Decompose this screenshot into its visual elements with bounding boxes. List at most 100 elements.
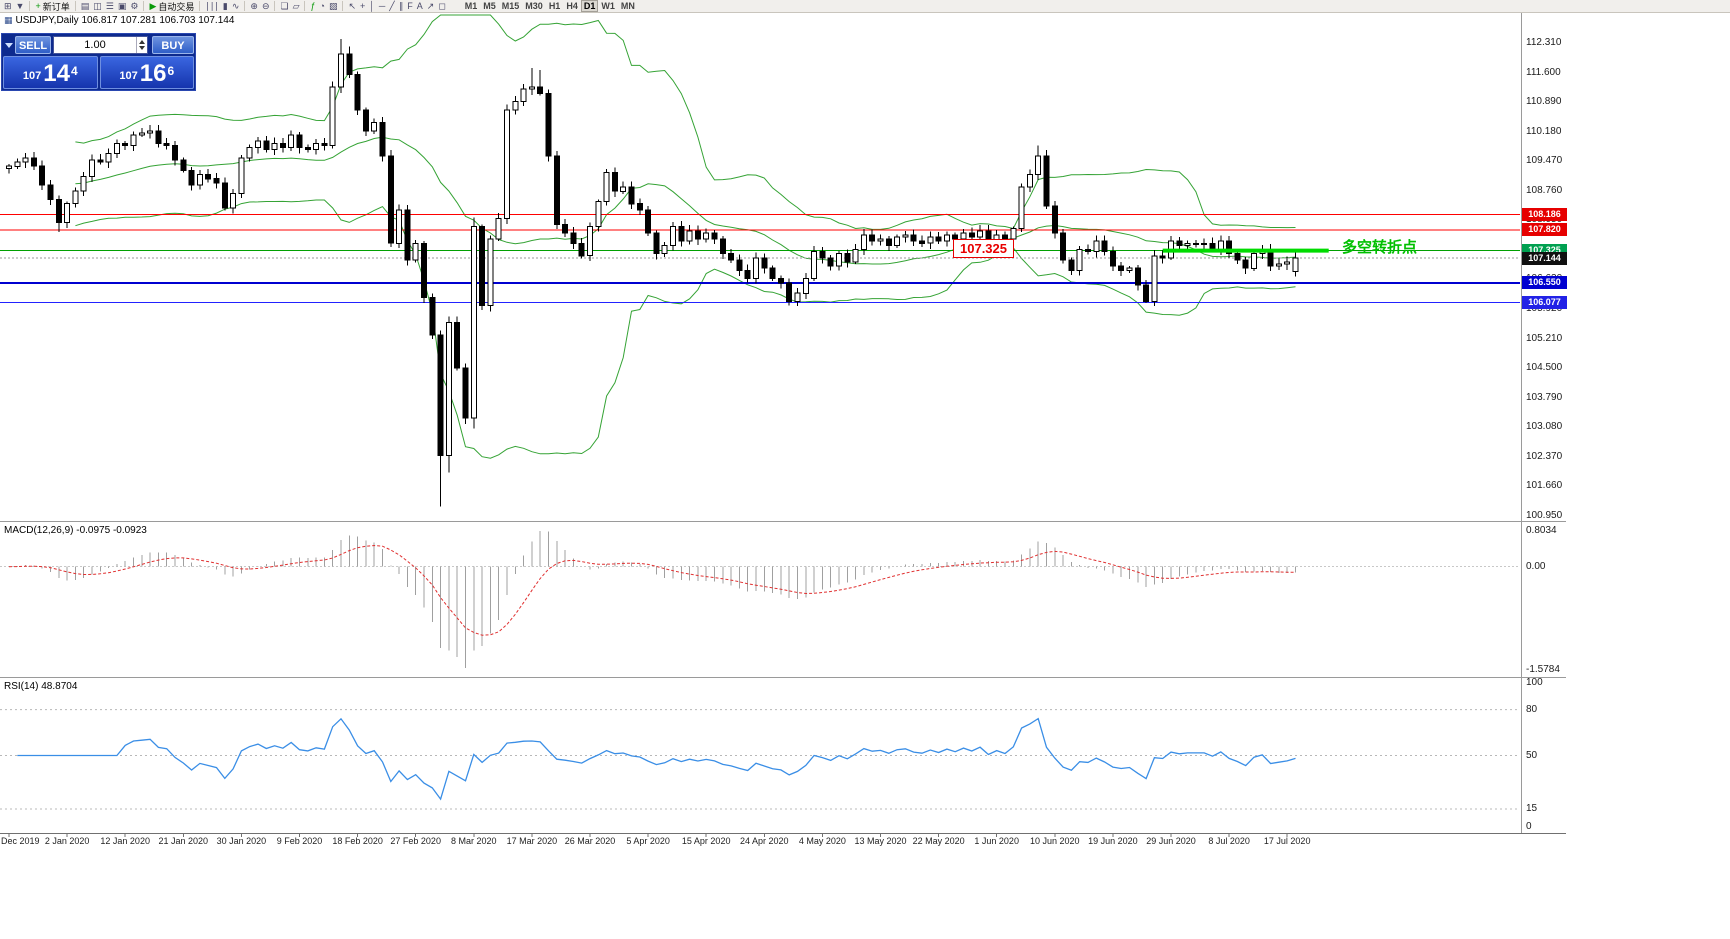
toolbar-separator	[244, 1, 246, 11]
new-chart-button[interactable]: ⊞	[2, 0, 14, 12]
cascade-windows-button[interactable]: ▱	[291, 0, 302, 12]
autotrading-button[interactable]: ▶ 自动交易	[147, 0, 196, 12]
rsi-axis-label: 80	[1526, 703, 1538, 715]
timeframe-mn[interactable]: MN	[620, 1, 635, 11]
toolbar-separator	[199, 1, 201, 11]
bollinger-bands	[75, 14, 1296, 459]
date-axis-label: 19 Jun 2020	[1088, 836, 1138, 846]
indicators-button[interactable]: ƒ	[308, 0, 317, 12]
volume-decrease-button[interactable]	[139, 46, 145, 50]
timeframe-m30[interactable]: M30	[525, 1, 543, 11]
candlestick-chart-button[interactable]: ▮	[221, 0, 230, 12]
rsi-indicator-label: RSI(14) 48.8704	[4, 681, 78, 692]
market-watch-button[interactable]: ▤	[79, 0, 92, 12]
sell-price-display[interactable]: 107 14 4	[3, 56, 98, 89]
fibonacci-button[interactable]: F	[405, 0, 415, 12]
macd-indicator-label: MACD(12,26,9) -0.0975 -0.0923	[4, 525, 147, 536]
date-axis-label: 18 Feb 2020	[332, 836, 383, 846]
text-button[interactable]: A	[415, 0, 425, 12]
date-axis-label: 1 Jun 2020	[974, 836, 1019, 846]
price-annotation-box[interactable]: 107.325	[953, 239, 1014, 258]
toolbar-separator	[304, 1, 306, 11]
price-axis-label: 110.890	[1526, 96, 1562, 108]
toolbar: ⊞ ▼ + 新订单 ▤ ◫ ☰ ▣ ⚙ ▶ 自动交易 ∣∣∣ ▮ ∿ ⊕ ⊖ ❏ ▱ ƒ ◔ ▨ ↖ + │ ─ ╱ ∥ F A ↗ ◻ M1…	[0, 0, 1730, 13]
volume-field[interactable]: 1.00	[53, 36, 148, 54]
bar-chart-icon: ∣∣∣	[205, 1, 219, 11]
vertical-line-button[interactable]: │	[367, 0, 377, 12]
chart-profiles-button[interactable]: ▼	[14, 0, 27, 12]
price-axis-label: 103.790	[1526, 391, 1563, 403]
date-axis-label: 10 Jun 2020	[1030, 836, 1080, 846]
buy-button[interactable]: BUY	[152, 36, 194, 54]
rsi-panel	[0, 709, 1520, 810]
date-axis-label: 12 Jan 2020	[100, 836, 150, 846]
horizontal-lines	[0, 214, 1520, 303]
timeframe-h4[interactable]: H4	[566, 1, 578, 11]
strategy-tester-button[interactable]: ⚙	[128, 0, 140, 12]
crosshair-button[interactable]: +	[358, 0, 367, 12]
price-axis-label: 100.950	[1526, 510, 1563, 521]
ask-pips: 16	[139, 60, 167, 87]
date-axis-label: 9 Feb 2020	[276, 836, 323, 846]
sell-button[interactable]: SELL	[15, 36, 51, 54]
sell-button-label: SELL	[18, 40, 48, 52]
rsi-line	[17, 717, 1296, 801]
templates-button[interactable]: ▨	[327, 0, 340, 12]
timeframe-d1[interactable]: D1	[580, 0, 599, 12]
arrow-tool-icon: ↗	[426, 1, 435, 11]
periods-button[interactable]: ◔	[318, 0, 327, 12]
date-axis-label: 26 Mar 2020	[564, 836, 616, 846]
timeframe-m1[interactable]: M1	[464, 1, 478, 11]
date-ticks	[8, 833, 1288, 837]
line-chart-button[interactable]: ∿	[230, 0, 242, 12]
channel-button[interactable]: ∥	[397, 0, 406, 12]
macd-max-label: 0.8034	[1526, 525, 1557, 536]
date-axis-label: 27 Feb 2020	[390, 836, 441, 846]
trendline-icon: ╱	[389, 1, 395, 11]
trendline-button[interactable]: ╱	[387, 0, 396, 12]
date-axis-label: 15 Apr 2020	[681, 836, 731, 846]
new-order-label: 新订单	[42, 1, 70, 12]
timeframe-m15[interactable]: M15	[501, 1, 520, 11]
chart-profiles-icon: ▼	[15, 1, 25, 11]
one-click-price-row: 107 14 4 107 16 6	[2, 56, 195, 89]
horizontal-line-button[interactable]: ─	[377, 0, 387, 12]
price-tag: 106.550	[1522, 276, 1567, 290]
date-axis-label: 2 Jan 2020	[44, 836, 90, 846]
periods-icon: ◔	[319, 1, 325, 11]
one-click-collapse-icon[interactable]	[5, 42, 13, 48]
cursor-button[interactable]: ↖	[346, 0, 358, 12]
timeframe-h1[interactable]: H1	[548, 1, 561, 11]
new-order-icon: +	[35, 1, 41, 11]
price-tag: 106.077	[1522, 296, 1567, 310]
turning-point-annotation[interactable]: 多空转折点	[1342, 239, 1418, 256]
tile-windows-button[interactable]: ❏	[278, 0, 290, 12]
timeframe-w1[interactable]: W1	[601, 1, 615, 11]
cascade-windows-icon: ▱	[292, 1, 300, 11]
cursor-icon: ↖	[348, 1, 356, 11]
macd-min-label: -1.5784	[1526, 664, 1560, 675]
data-window-button[interactable]: ◫	[91, 0, 104, 12]
bid-point: 4	[70, 64, 78, 78]
date-axis-label: 8 Jul 2020	[1208, 836, 1250, 846]
date-axis-label: 4 May 2020	[798, 836, 846, 846]
bar-chart-button[interactable]: ∣∣∣	[203, 0, 221, 12]
arrow-tool-button[interactable]: ↗	[425, 0, 437, 12]
price-axis-label: 112.310	[1526, 36, 1562, 48]
zoom-in-icon: ⊕	[250, 1, 258, 11]
symbol-ohlc-line: ▦ USDJPY,Daily 106.817 107.281 106.703 10…	[4, 15, 234, 26]
navigator-button[interactable]: ☰	[104, 0, 116, 12]
terminal-button[interactable]: ▣	[116, 0, 129, 12]
volume-increase-button[interactable]	[139, 40, 145, 44]
zoom-in-button[interactable]: ⊕	[248, 0, 260, 12]
buy-price-display[interactable]: 107 16 6	[99, 56, 194, 89]
new-order-button[interactable]: + 新订单	[33, 0, 71, 12]
zoom-out-button[interactable]: ⊖	[260, 0, 272, 12]
price-tag: 108.186	[1522, 208, 1567, 222]
candles	[6, 39, 1299, 507]
toolbar-separator	[143, 1, 145, 11]
date-axis-label: 21 Jan 2020	[158, 836, 209, 846]
shapes-button[interactable]: ◻	[436, 0, 447, 12]
timeframe-m5[interactable]: M5	[483, 1, 496, 11]
